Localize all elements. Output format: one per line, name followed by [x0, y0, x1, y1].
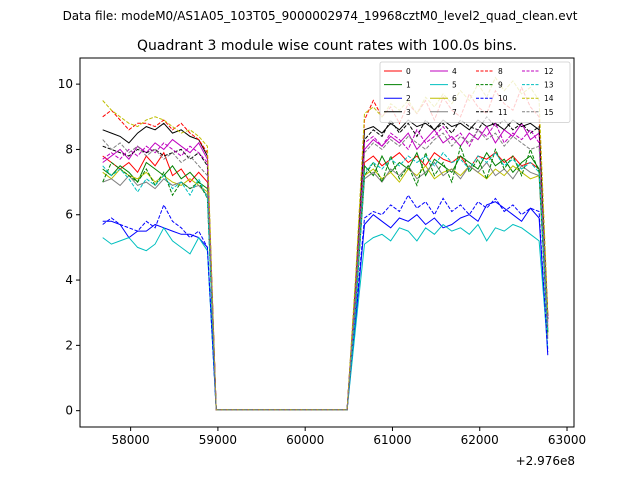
x-axis-offset-label: +2.976e8: [516, 454, 575, 468]
series-line-2: [102, 201, 549, 411]
series-line-7: [102, 161, 549, 411]
y-tick-label-4: 4: [65, 273, 73, 287]
x-tick-label-60000: 60000: [286, 433, 324, 447]
series-layer: [102, 76, 549, 411]
x-tick-label-62000: 62000: [461, 433, 499, 447]
series-line-15: [102, 128, 549, 411]
chart-title: Quadrant 3 module wise count rates with …: [137, 38, 517, 54]
plot-frame: [79, 57, 575, 428]
y-tick-label-6: 6: [65, 208, 73, 222]
chart-suptitle: Data file: modeM0/AS1A05_103T05_90000029…: [63, 9, 578, 23]
series-line-11: [102, 115, 549, 411]
series-line-5: [102, 223, 549, 411]
series-line-10: [102, 194, 549, 411]
y-tick-label-2: 2: [65, 338, 73, 352]
legend-label-10: 10: [498, 94, 508, 103]
legend-label-13: 13: [544, 81, 554, 90]
legend-label-4: 4: [452, 67, 457, 76]
legend-label-7: 7: [452, 108, 457, 117]
legend-label-14: 14: [544, 94, 554, 103]
legend-label-11: 11: [498, 108, 508, 117]
legend-label-3: 3: [406, 108, 411, 117]
y-tick-label-8: 8: [65, 142, 73, 156]
legend-label-2: 2: [406, 94, 411, 103]
y-axis: 0 2 4 6 8 10: [58, 77, 80, 418]
legend-label-6: 6: [452, 94, 457, 103]
y-tick-label-0: 0: [65, 404, 73, 418]
series-line-13: [102, 151, 549, 411]
x-tick-label-59000: 59000: [199, 433, 237, 447]
series-line-1: [102, 151, 549, 411]
legend-label-1: 1: [406, 81, 411, 90]
series-line-9: [102, 144, 549, 411]
series-line-0: [102, 151, 549, 411]
x-tick-label-61000: 61000: [373, 433, 411, 447]
legend-label-9: 9: [498, 81, 503, 90]
series-line-14: [102, 76, 549, 411]
y-tick-label-10: 10: [58, 77, 73, 91]
x-tick-label-58000: 58000: [112, 433, 150, 447]
legend-box: [379, 61, 571, 123]
legend-label-5: 5: [452, 81, 457, 90]
legend-label-0: 0: [406, 67, 411, 76]
series-line-6: [102, 164, 549, 411]
plot-area: [79, 57, 575, 428]
x-tick-label-63000: 63000: [548, 433, 586, 447]
x-axis: 58000 59000 60000 61000 62000 63000: [112, 427, 586, 447]
legend-label-12: 12: [544, 67, 554, 76]
legend-label-15: 15: [544, 108, 554, 117]
legend-label-8: 8: [498, 67, 503, 76]
